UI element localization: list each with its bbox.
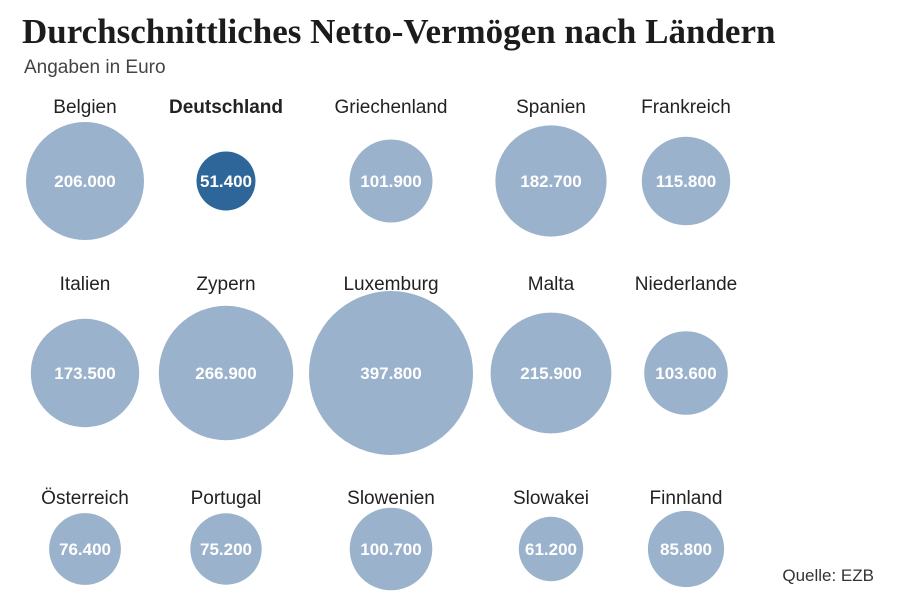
country-label-belgien: Belgien <box>53 97 116 118</box>
country-label-oesterreich: Österreich <box>41 488 129 509</box>
value-label-niederlande: 103.600 <box>655 364 716 383</box>
bubble-finnland <box>647 510 725 588</box>
country-label-deutschland: Deutschland <box>169 97 283 118</box>
value-label-belgien: 206.000 <box>54 172 115 191</box>
bubble-malta <box>490 312 612 434</box>
value-label-spanien: 182.700 <box>520 172 581 191</box>
country-label-niederlande: Niederlande <box>635 274 737 295</box>
value-label-malta: 215.900 <box>520 364 581 383</box>
value-label-slowenien: 100.700 <box>360 540 421 559</box>
bubble-luxemburg <box>309 291 473 455</box>
bubble-deutschland <box>196 151 256 211</box>
source-note: Quelle: EZB <box>782 566 874 585</box>
country-label-griechenland: Griechenland <box>334 97 447 118</box>
value-label-italien: 173.500 <box>54 364 115 383</box>
bubble-frankreich <box>641 136 731 226</box>
value-label-griechenland: 101.900 <box>360 172 421 191</box>
country-label-italien: Italien <box>60 274 111 295</box>
country-label-finnland: Finnland <box>650 488 723 509</box>
bubble-slowakei <box>518 516 584 582</box>
bubble-slowenien <box>349 507 433 591</box>
country-label-slowenien: Slowenien <box>347 488 435 509</box>
country-label-frankreich: Frankreich <box>641 97 731 118</box>
country-label-zypern: Zypern <box>196 274 255 295</box>
country-label-luxemburg: Luxemburg <box>343 274 438 295</box>
bubble-portugal <box>190 513 262 585</box>
value-label-luxemburg: 397.800 <box>360 364 421 383</box>
value-label-deutschland: 51.400 <box>200 172 252 191</box>
bubble-griechenland <box>349 139 433 223</box>
bubble-zypern <box>158 305 294 441</box>
value-label-portugal: 75.200 <box>200 540 252 559</box>
value-label-slowakei: 61.200 <box>525 540 577 559</box>
country-label-slowakei: Slowakei <box>513 488 589 509</box>
country-label-portugal: Portugal <box>191 488 262 509</box>
country-label-malta: Malta <box>528 274 575 295</box>
bubble-oesterreich <box>49 513 121 585</box>
bubble-niederlande <box>644 331 728 415</box>
country-label-spanien: Spanien <box>516 97 586 118</box>
bubble-spanien <box>495 125 607 237</box>
chart-subtitle: Angaben in Euro <box>24 57 166 78</box>
value-label-zypern: 266.900 <box>195 364 256 383</box>
bubble-belgien <box>26 122 144 240</box>
value-label-frankreich: 115.800 <box>656 172 717 191</box>
value-label-finnland: 85.800 <box>660 540 712 559</box>
bubble-italien <box>30 318 140 428</box>
value-label-oesterreich: 76.400 <box>59 540 111 559</box>
chart-title: Durchschnittliches Netto-Vermögen nach L… <box>22 12 776 51</box>
